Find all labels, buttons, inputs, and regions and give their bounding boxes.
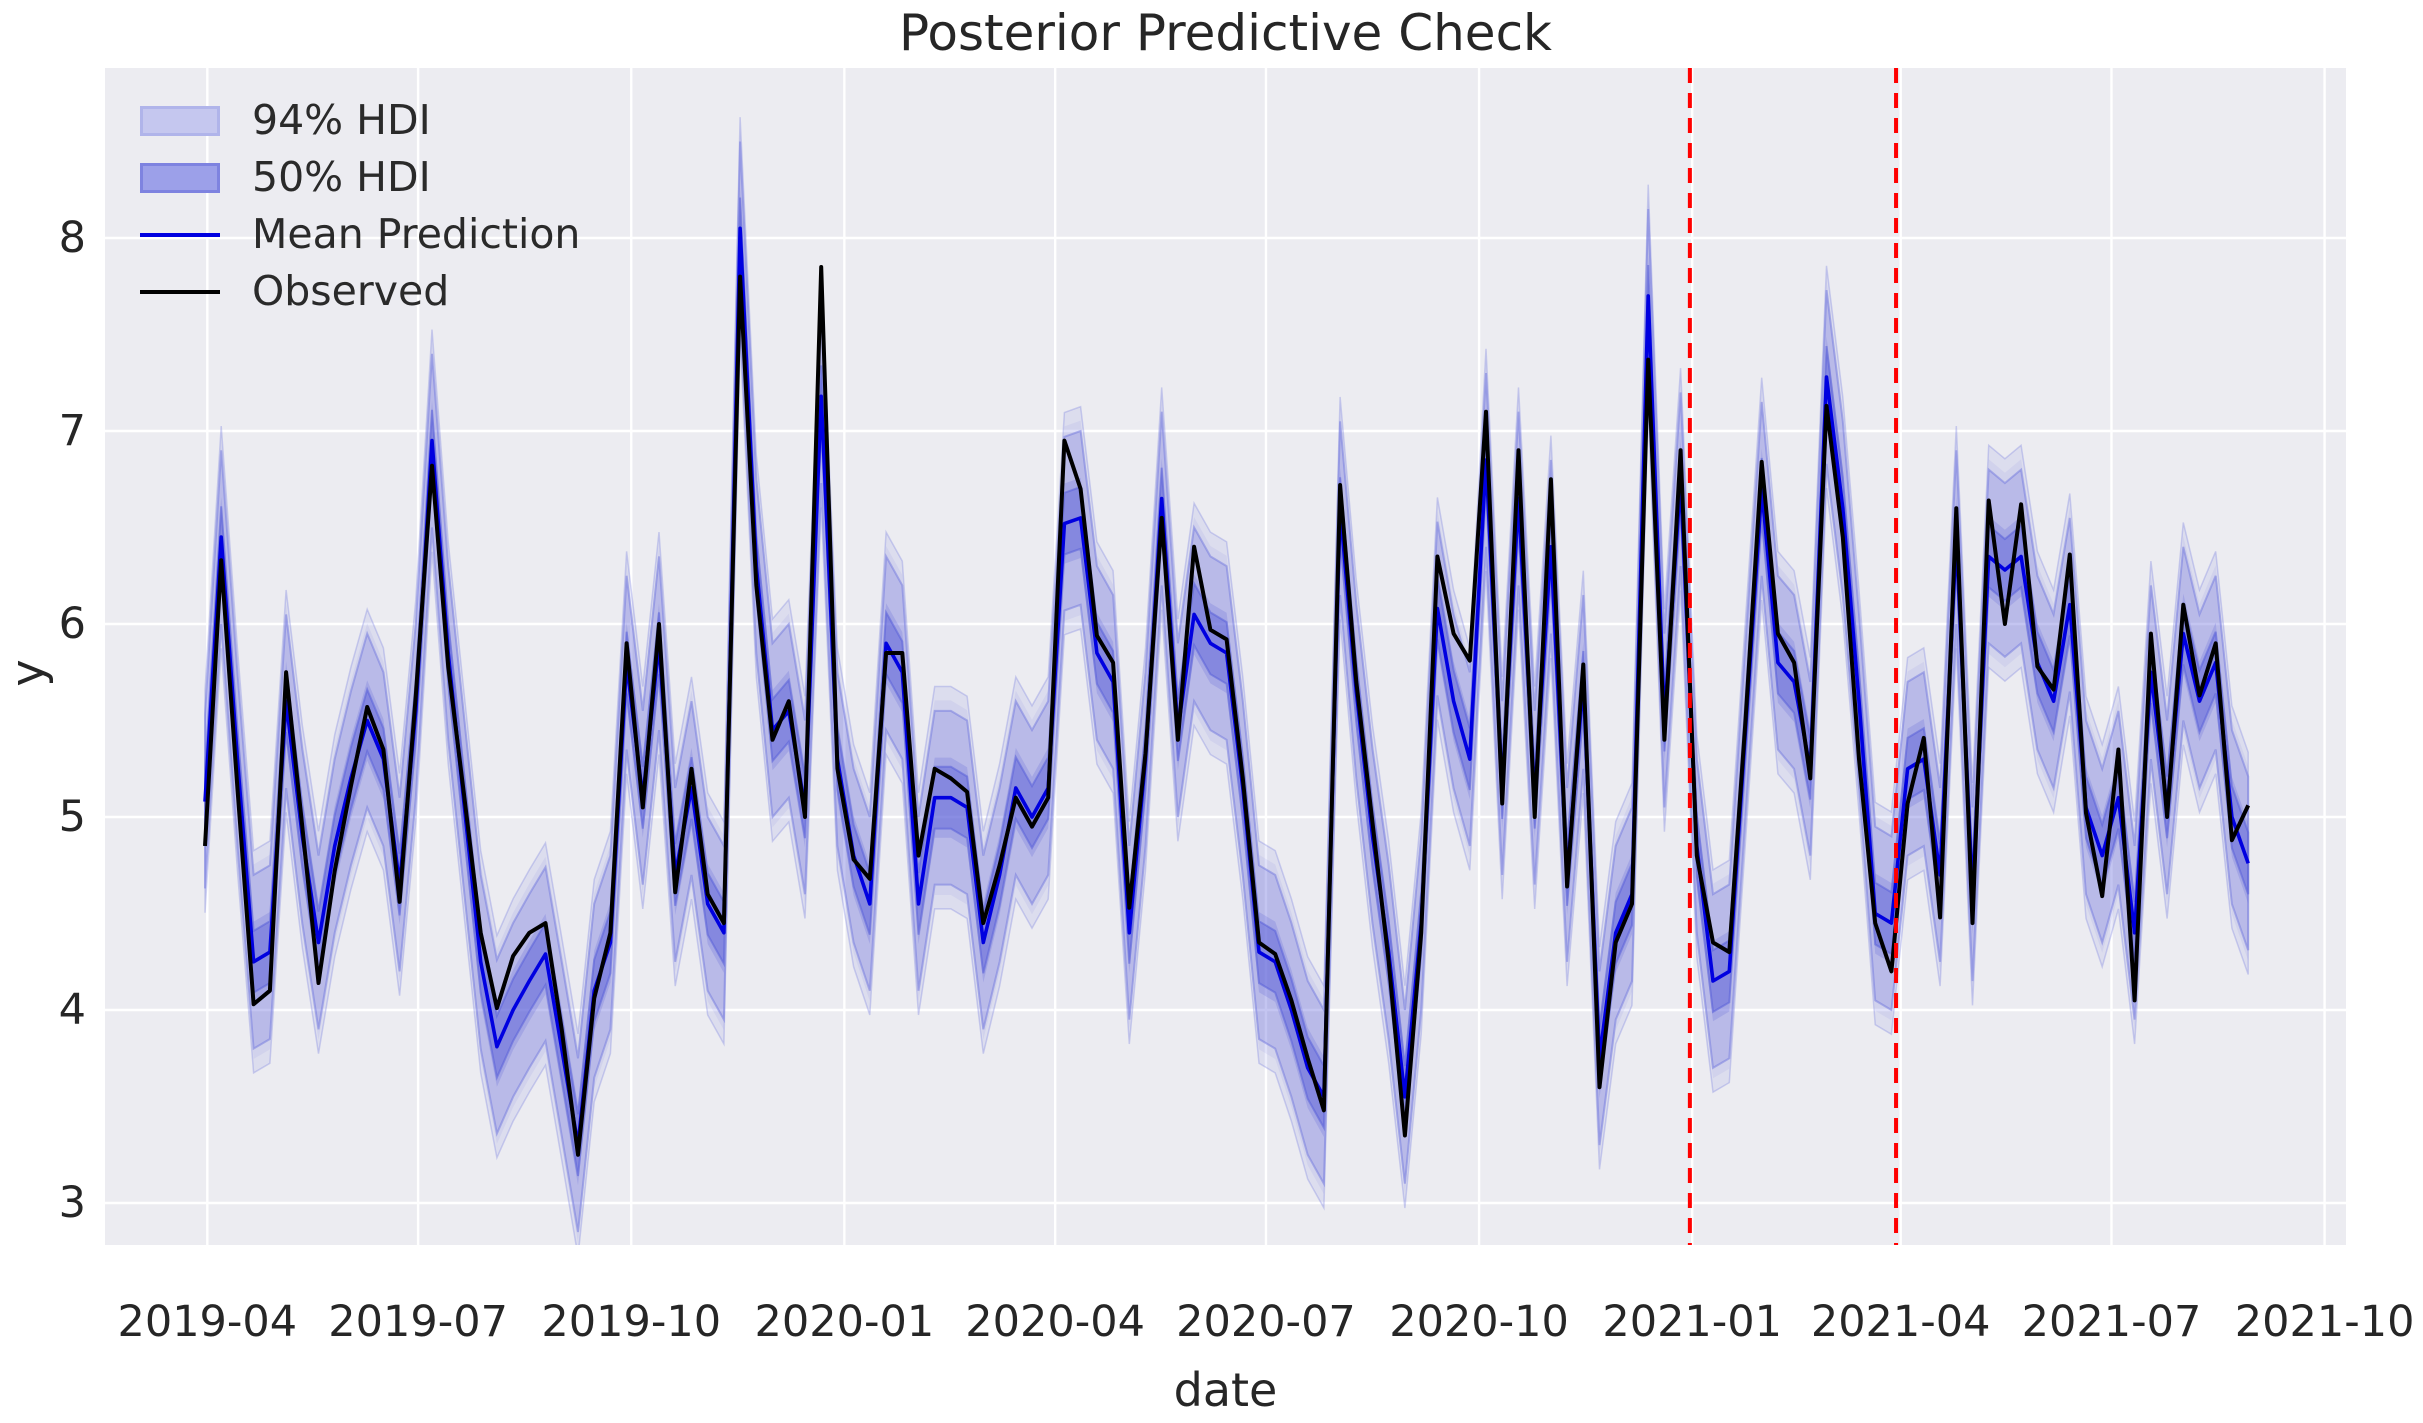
legend: 94% HDI 50% HDI Mean Prediction Observed <box>140 92 580 320</box>
x-tick-label: 2019-07 <box>328 1297 508 1347</box>
legend-line-mean <box>140 232 220 237</box>
legend-line-observed <box>140 289 220 294</box>
legend-item-observed: Observed <box>140 263 580 320</box>
legend-item-50hdi: 50% HDI <box>140 149 580 206</box>
legend-label-mean: Mean Prediction <box>252 210 581 258</box>
hdi94-band-outer <box>204 117 2249 1245</box>
x-tick-label: 2020-01 <box>754 1297 935 1347</box>
chart-title: Posterior Predictive Check <box>898 4 1553 62</box>
x-tick-label: 2020-04 <box>965 1297 1145 1347</box>
y-tick-label: 6 <box>58 599 86 649</box>
legend-item-mean: Mean Prediction <box>140 206 580 263</box>
x-tick-label: 2019-04 <box>117 1297 298 1347</box>
y-axis-label: y <box>0 659 55 687</box>
x-tick-label: 2021-01 <box>1602 1297 1783 1347</box>
legend-item-94hdi: 94% HDI <box>140 92 580 149</box>
x-tick-label: 2021-04 <box>1810 1297 1991 1347</box>
y-tick-label: 4 <box>58 985 86 1035</box>
x-tick-label: 2021-10 <box>2234 1297 2415 1347</box>
y-tick-label: 3 <box>58 1178 86 1228</box>
legend-swatch-50hdi <box>140 162 220 193</box>
x-tick-label: 2021-07 <box>2021 1297 2202 1347</box>
y-tick-label: 8 <box>58 213 86 263</box>
x-tick-label: 2019-10 <box>541 1297 722 1347</box>
y-tick-label: 7 <box>58 406 86 456</box>
x-tick-label: 2020-07 <box>1176 1297 1356 1347</box>
legend-swatch-94hdi <box>140 105 220 136</box>
series-group <box>203 117 2251 1245</box>
observed-line <box>203 265 2251 1157</box>
legend-label-50hdi: 50% HDI <box>252 153 431 201</box>
x-axis-label: date <box>1173 1363 1278 1417</box>
hdi50-band <box>204 197 2250 1177</box>
legend-label-observed: Observed <box>252 267 450 315</box>
y-tick-label: 5 <box>58 792 86 842</box>
legend-label-94hdi: 94% HDI <box>252 96 431 144</box>
x-tick-label: 2020-10 <box>1389 1297 1569 1347</box>
